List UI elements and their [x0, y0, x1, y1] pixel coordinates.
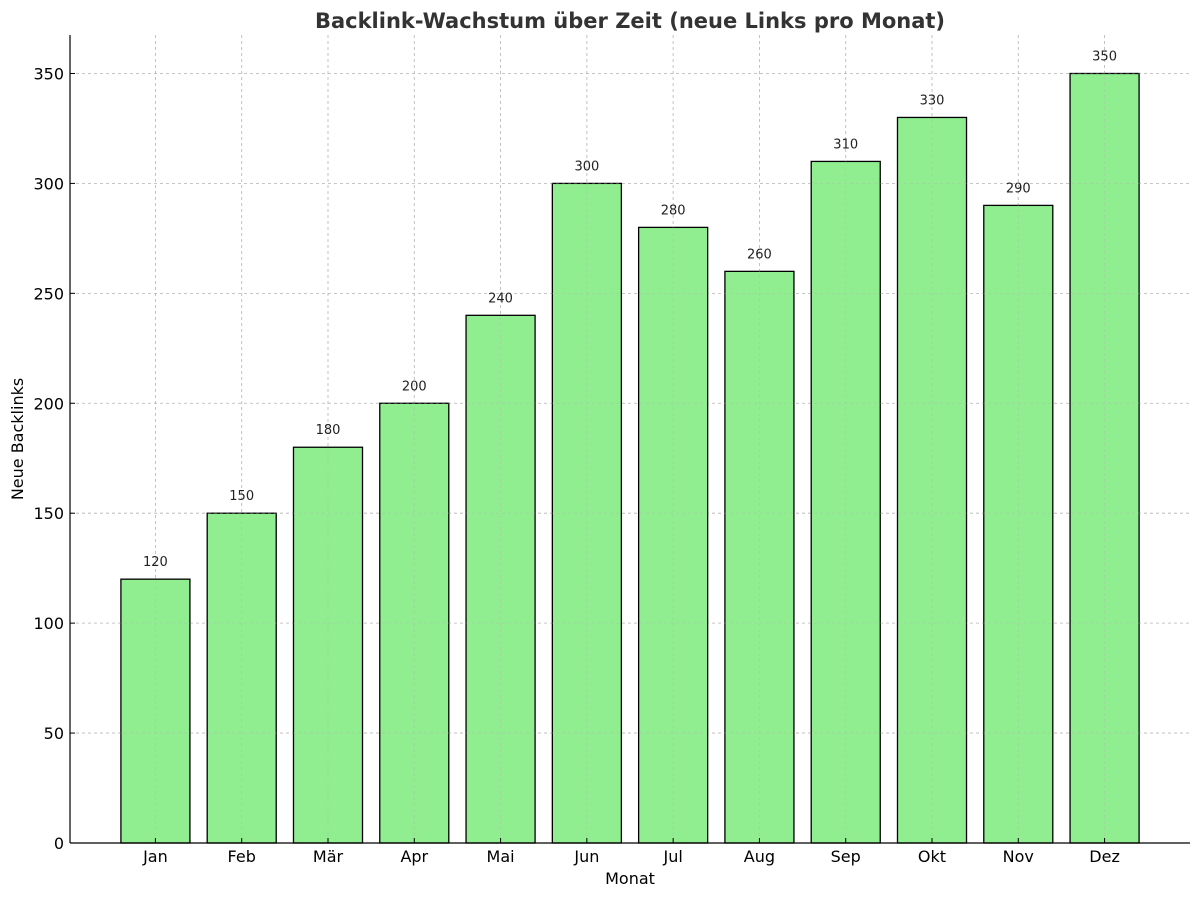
data-label: 180 — [316, 423, 341, 438]
x-tick-label: Mär — [313, 847, 344, 866]
data-label: 280 — [661, 203, 686, 218]
x-axis-label: Monat — [605, 869, 655, 888]
y-tick-label: 150 — [33, 504, 64, 523]
bar-Jan — [120, 578, 191, 844]
data-labels: 120 150 180 200 240 300 280 260 310 330 290 350 — [143, 49, 1117, 570]
y-axis-label: Neue Backlinks — [8, 378, 27, 500]
x-tick-label: Jan — [142, 847, 168, 866]
data-label: 350 — [1092, 49, 1117, 64]
data-label: 260 — [747, 247, 772, 262]
y-tick-label: 350 — [33, 64, 64, 83]
x-tick-label: Apr — [400, 847, 428, 866]
x-tick-label: Mai — [487, 847, 515, 866]
x-tick-label: Dez — [1089, 847, 1120, 866]
y-tick-label: 200 — [33, 394, 64, 413]
data-label: 150 — [229, 489, 254, 504]
bar-Aug — [724, 270, 795, 844]
x-tick-label: Jul — [662, 847, 682, 866]
data-label: 290 — [1006, 181, 1031, 196]
bar-Mär — [292, 446, 364, 844]
chart-title: Backlink-Wachstum über Zeit (neue Links … — [315, 9, 945, 33]
x-tick-label: Sep — [831, 847, 861, 866]
bar-Nov — [983, 204, 1054, 844]
bar-Okt — [896, 116, 968, 844]
y-tick-label: 250 — [33, 284, 64, 303]
data-label: 330 — [920, 93, 945, 108]
x-tick-label: Aug — [744, 847, 775, 866]
y-tick-label: 300 — [33, 174, 64, 193]
axes: Jan Feb Mär Apr Mai Jun Jul Aug Sep Okt Nov Dez 0 50 1… — [33, 35, 1190, 866]
bar-Dez — [1069, 72, 1140, 844]
bar-Sep — [810, 160, 881, 844]
x-tick-label: Jun — [573, 847, 599, 866]
bar-Jul — [637, 226, 709, 844]
bar-Feb — [206, 512, 277, 844]
y-tick-label: 0 — [54, 834, 64, 853]
y-tick-label: 100 — [33, 614, 64, 633]
bars — [120, 72, 1140, 844]
x-tick-label: Nov — [1003, 847, 1034, 866]
y-tick-label: 50 — [44, 724, 64, 743]
data-label: 310 — [833, 137, 858, 152]
bar-Mai — [465, 314, 536, 844]
data-label: 200 — [402, 379, 427, 394]
x-tick-label: Okt — [918, 847, 946, 866]
data-label: 120 — [143, 555, 168, 570]
x-tick-label: Feb — [228, 847, 256, 866]
data-label: 240 — [488, 291, 513, 306]
data-label: 300 — [574, 159, 599, 174]
